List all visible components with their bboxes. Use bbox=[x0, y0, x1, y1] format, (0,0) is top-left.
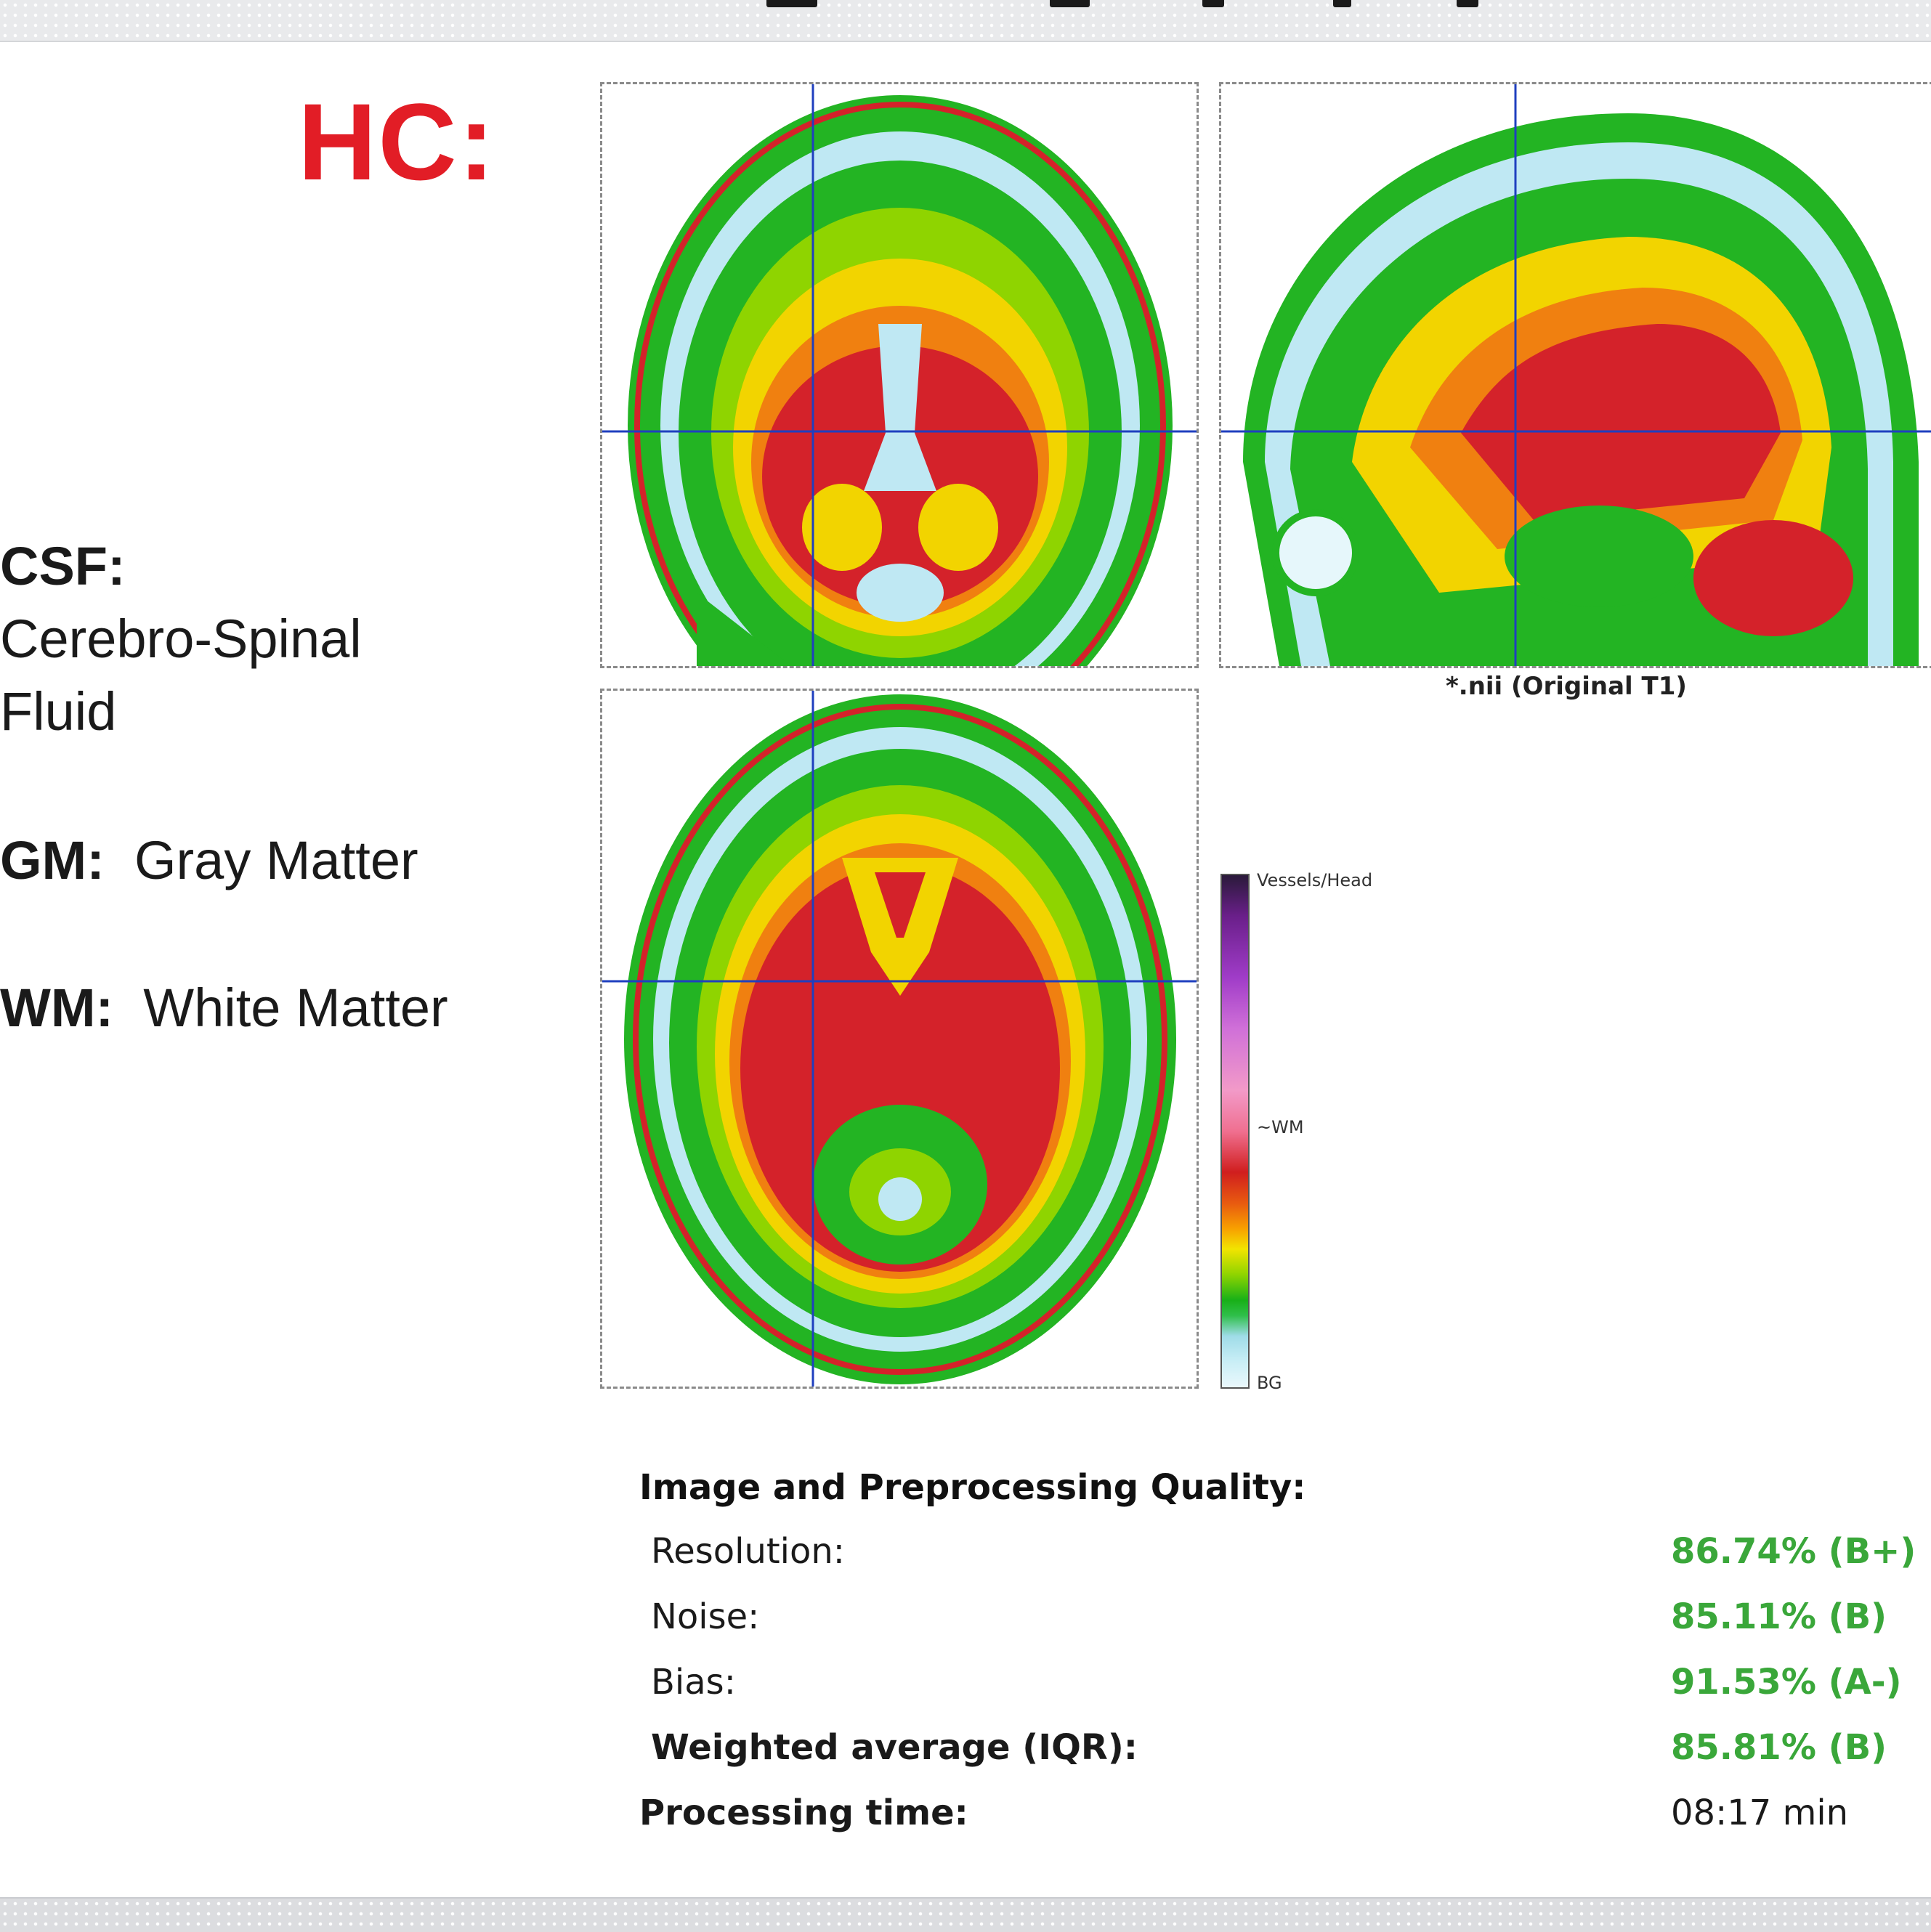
colorbar-label-bottom: BG bbox=[1257, 1373, 1282, 1393]
toolbar-button[interactable] bbox=[1050, 0, 1090, 7]
sagittal-view[interactable] bbox=[1219, 82, 1931, 668]
group-title: HC: bbox=[298, 81, 496, 203]
colorbar-label-mid: ~WM bbox=[1257, 1117, 1304, 1137]
toolbar-button[interactable] bbox=[766, 0, 817, 7]
quality-title: Image and Preprocessing Quality: bbox=[639, 1467, 1306, 1508]
gm-full: Gray Matter bbox=[134, 830, 418, 890]
csf-full-line2: Fluid bbox=[0, 681, 117, 742]
coronal-view[interactable] bbox=[600, 82, 1199, 668]
quality-row-bias: Bias: 91.53% (A-) bbox=[639, 1662, 1931, 1713]
bottom-status-bar bbox=[0, 1897, 1931, 1932]
resolution-label: Resolution: bbox=[651, 1531, 845, 1572]
processing-time-label: Processing time: bbox=[639, 1793, 968, 1833]
quality-row-noise: Noise: 85.11% (B) bbox=[639, 1596, 1931, 1647]
quality-row-weighted-average: Weighted average (IQR): 85.81% (B) bbox=[639, 1727, 1931, 1778]
tissue-colorbar bbox=[1220, 874, 1250, 1389]
noise-label: Noise: bbox=[651, 1596, 760, 1637]
toolbar-button[interactable] bbox=[1333, 0, 1351, 7]
noise-value: 85.11% (B) bbox=[1671, 1596, 1887, 1637]
weighted-average-value: 85.81% (B) bbox=[1671, 1727, 1887, 1768]
csf-abbr: CSF: bbox=[0, 536, 126, 596]
toolbar-button[interactable] bbox=[1457, 0, 1478, 7]
sagittal-slice-image bbox=[1221, 84, 1931, 666]
gm-legend: GM: Gray Matter bbox=[0, 824, 418, 897]
csf-full-line1: Cerebro-Spinal bbox=[0, 608, 362, 669]
resolution-value: 86.74% (B+) bbox=[1671, 1531, 1916, 1572]
axial-view[interactable] bbox=[600, 689, 1199, 1389]
top-toolbar bbox=[0, 0, 1931, 42]
weighted-average-label: Weighted average (IQR): bbox=[651, 1727, 1138, 1768]
bias-value: 91.53% (A-) bbox=[1671, 1662, 1902, 1702]
axial-slice-image bbox=[602, 691, 1197, 1387]
colorbar-label-top: Vessels/Head bbox=[1257, 870, 1373, 890]
coronal-slice-image bbox=[602, 84, 1197, 666]
quality-row-resolution: Resolution: 86.74% (B+) bbox=[639, 1531, 1931, 1582]
bias-label: Bias: bbox=[651, 1662, 736, 1702]
figure-caption: *.nii (Original T1) bbox=[1446, 672, 1687, 701]
gm-abbr: GM: bbox=[0, 830, 105, 890]
toolbar-button[interactable] bbox=[1202, 0, 1224, 7]
processing-time-value: 08:17 min bbox=[1671, 1793, 1849, 1833]
wm-full: White Matter bbox=[143, 978, 448, 1038]
csf-legend: CSF: Cerebro-Spinal Fluid bbox=[0, 530, 362, 748]
wm-abbr: WM: bbox=[0, 978, 114, 1038]
quality-row-processing-time: Processing time: 08:17 min bbox=[639, 1793, 1931, 1843]
wm-legend: WM: White Matter bbox=[0, 972, 448, 1044]
